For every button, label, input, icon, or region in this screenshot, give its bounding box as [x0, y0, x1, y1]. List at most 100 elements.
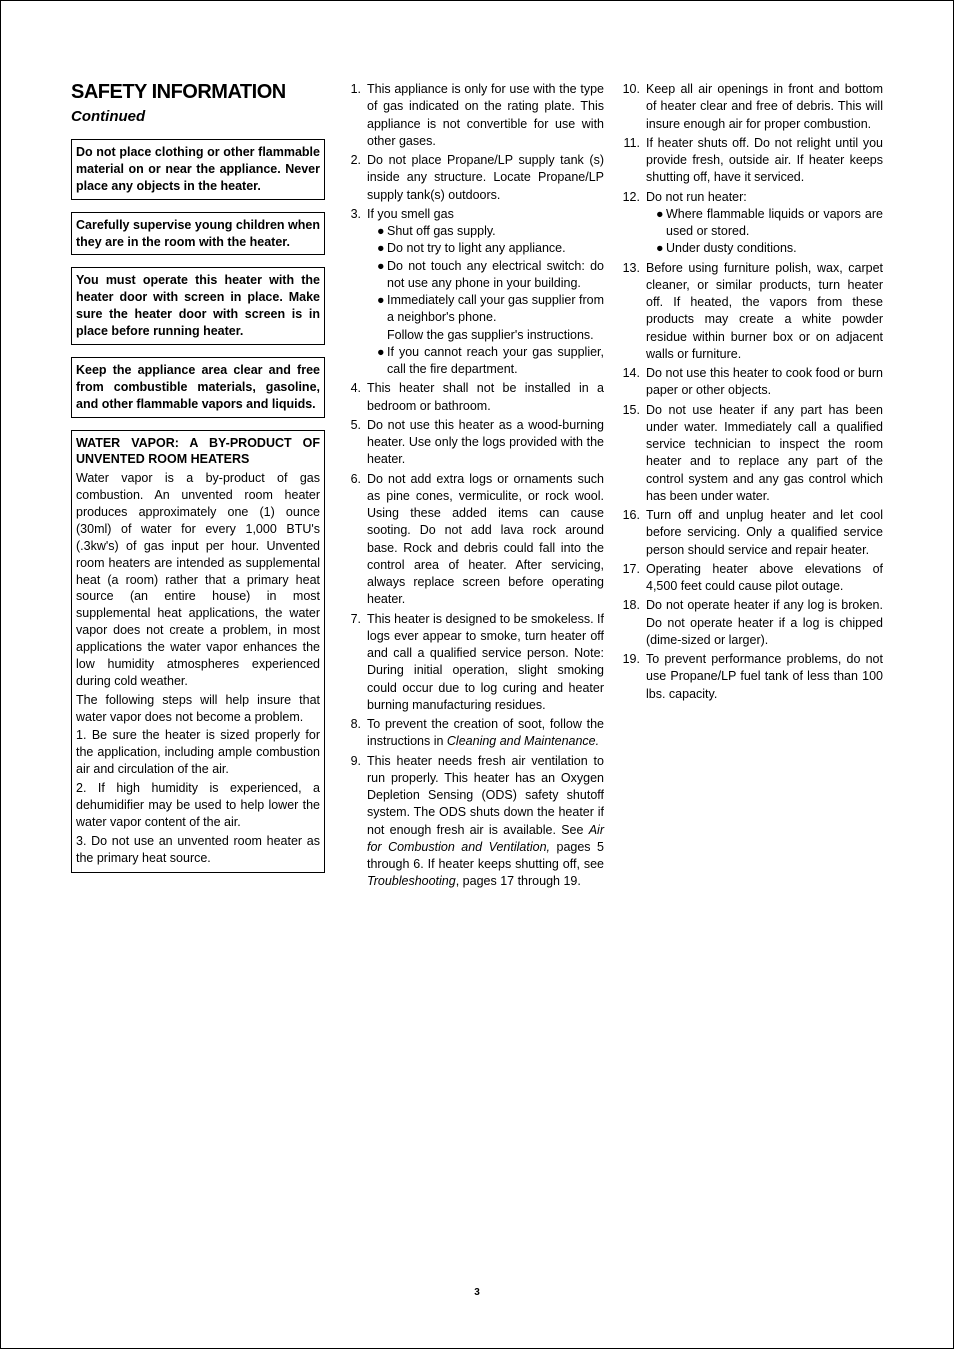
- warning-box-3: You must operate this heater with the he…: [71, 267, 325, 345]
- bullet-text: If you cannot reach your gas supplier, c…: [387, 344, 604, 379]
- list-item: 13. Before using furniture polish, wax, …: [622, 260, 883, 364]
- item-number: 16.: [622, 507, 646, 559]
- item-text: If heater shuts off. Do not relight unti…: [646, 135, 883, 187]
- right-column: 10. Keep all air openings in front and b…: [622, 81, 883, 893]
- item-number: 9.: [343, 753, 367, 891]
- bullet-icon: ●: [377, 258, 387, 293]
- page-number: 3: [474, 1287, 480, 1298]
- list-item: 10. Keep all air openings in front and b…: [622, 81, 883, 133]
- bullet-text-line: Immediately call your gas supplier from …: [387, 293, 604, 324]
- bullet-icon: ●: [377, 240, 387, 257]
- item-number: 14.: [622, 365, 646, 400]
- bullet-text: Do not touch any electrical switch: do n…: [387, 258, 604, 293]
- item-number: 10.: [622, 81, 646, 133]
- bullet-item: ● Do not try to light any appliance.: [367, 240, 604, 257]
- item-number: 2.: [343, 152, 367, 204]
- italic-ref: Troubleshooting: [367, 874, 456, 888]
- water-vapor-p5: 3. Do not use an unvented room heater as…: [76, 833, 320, 867]
- item-number: 7.: [343, 611, 367, 715]
- item-text: Operating heater above elevations of 4,5…: [646, 561, 883, 596]
- water-vapor-p2: The following steps will help insure tha…: [76, 692, 320, 726]
- list-item: 12. Do not run heater: ● Where flammable…: [622, 189, 883, 258]
- water-vapor-box: WATER VAPOR: A BY-PRODUCT OF UNVENTED RO…: [71, 430, 325, 874]
- item-number: 15.: [622, 402, 646, 506]
- list-item: 9. This heater needs fresh air ventilati…: [343, 753, 604, 891]
- item-intro: If you smell gas: [367, 207, 454, 221]
- item-text: Before using furniture polish, wax, carp…: [646, 260, 883, 364]
- bullet-text: Immediately call your gas supplier from …: [387, 292, 604, 344]
- bullet-text-line2: Follow the gas supplier's instructions.: [387, 327, 604, 344]
- italic-ref: Cleaning and Maintenance.: [447, 734, 599, 748]
- page-heading: SAFETY INFORMATION: [71, 81, 325, 104]
- item-number: 5.: [343, 417, 367, 469]
- list-item: 6. Do not add extra logs or ornaments su…: [343, 471, 604, 609]
- list-item: 18. Do not operate heater if any log is …: [622, 597, 883, 649]
- left-column: SAFETY INFORMATION Continued Do not plac…: [71, 81, 325, 893]
- item-text: Do not use this heater as a wood-burning…: [367, 417, 604, 469]
- item-number: 12.: [622, 189, 646, 258]
- warning-box-2: Carefully supervise young children when …: [71, 212, 325, 256]
- item-text: If you smell gas ● Shut off gas supply. …: [367, 206, 604, 379]
- text-span: , pages 17 through 19.: [456, 874, 581, 888]
- content-columns: SAFETY INFORMATION Continued Do not plac…: [71, 81, 883, 893]
- item-text: Turn off and unplug heater and let cool …: [646, 507, 883, 559]
- warning-box-1: Do not place clothing or other flammable…: [71, 139, 325, 200]
- item-text: To prevent the creation of soot, follow …: [367, 716, 604, 751]
- item-number: 8.: [343, 716, 367, 751]
- item-text: Do not add extra logs or ornaments such …: [367, 471, 604, 609]
- item-text: Do not operate heater if any log is brok…: [646, 597, 883, 649]
- item-number: 19.: [622, 651, 646, 703]
- item-number: 1.: [343, 81, 367, 150]
- list-item: 17. Operating heater above elevations of…: [622, 561, 883, 596]
- item-text: Do not run heater: ● Where flammable liq…: [646, 189, 883, 258]
- bullet-text: Do not try to light any appliance.: [387, 240, 604, 257]
- item-text: Do not use this heater to cook food or b…: [646, 365, 883, 400]
- item-text: To prevent performance problems, do not …: [646, 651, 883, 703]
- water-vapor-title: WATER VAPOR: A BY-PRODUCT OF UNVENTED RO…: [76, 435, 320, 469]
- bullet-text: Where flammable liquids or vapors are us…: [666, 206, 883, 241]
- list-item: 2. Do not place Propane/LP supply tank (…: [343, 152, 604, 204]
- bullet-item: ● If you cannot reach your gas supplier,…: [367, 344, 604, 379]
- item-text: This heater needs fresh air ventilation …: [367, 753, 604, 891]
- page-subheading: Continued: [71, 108, 325, 125]
- water-vapor-p1: Water vapor is a by-product of gas combu…: [76, 470, 320, 689]
- list-item: 19. To prevent performance problems, do …: [622, 651, 883, 703]
- document-page: SAFETY INFORMATION Continued Do not plac…: [0, 0, 954, 1349]
- bullet-item: ● Shut off gas supply.: [367, 223, 604, 240]
- bullet-item: ● Do not touch any electrical switch: do…: [367, 258, 604, 293]
- water-vapor-p4: 2. If high humidity is experienced, a de…: [76, 780, 320, 831]
- bullet-item: ● Under dusty conditions.: [646, 240, 883, 257]
- item-intro: Do not run heater:: [646, 190, 747, 204]
- bullet-icon: ●: [656, 240, 666, 257]
- list-item: 5. Do not use this heater as a wood-burn…: [343, 417, 604, 469]
- item-number: 4.: [343, 380, 367, 415]
- list-item: 14. Do not use this heater to cook food …: [622, 365, 883, 400]
- item-text: Do not use heater if any part has been u…: [646, 402, 883, 506]
- list-item: 15. Do not use heater if any part has be…: [622, 402, 883, 506]
- bullet-icon: ●: [377, 344, 387, 379]
- list-item: 8. To prevent the creation of soot, foll…: [343, 716, 604, 751]
- list-item: 4. This heater shall not be installed in…: [343, 380, 604, 415]
- middle-column: 1. This appliance is only for use with t…: [343, 81, 604, 893]
- item-text: This heater is designed to be smokeless.…: [367, 611, 604, 715]
- water-vapor-p3: 1. Be sure the heater is sized properly …: [76, 727, 320, 778]
- item-number: 17.: [622, 561, 646, 596]
- warning-box-4: Keep the appliance area clear and free f…: [71, 357, 325, 418]
- item-number: 13.: [622, 260, 646, 364]
- item-number: 11.: [622, 135, 646, 187]
- bullet-item: ● Immediately call your gas supplier fro…: [367, 292, 604, 344]
- item-number: 18.: [622, 597, 646, 649]
- list-item: 3. If you smell gas ● Shut off gas suppl…: [343, 206, 604, 379]
- list-item: 11. If heater shuts off. Do not relight …: [622, 135, 883, 187]
- item-text: Keep all air openings in front and botto…: [646, 81, 883, 133]
- item-number: 3.: [343, 206, 367, 379]
- bullet-icon: ●: [656, 206, 666, 241]
- bullet-icon: ●: [377, 223, 387, 240]
- bullet-text: Under dusty conditions.: [666, 240, 883, 257]
- item-number: 6.: [343, 471, 367, 609]
- list-item: 1. This appliance is only for use with t…: [343, 81, 604, 150]
- list-item: 16. Turn off and unplug heater and let c…: [622, 507, 883, 559]
- bullet-text: Shut off gas supply.: [387, 223, 604, 240]
- text-span: This heater needs fresh air ventilation …: [367, 754, 604, 837]
- item-text: This heater shall not be installed in a …: [367, 380, 604, 415]
